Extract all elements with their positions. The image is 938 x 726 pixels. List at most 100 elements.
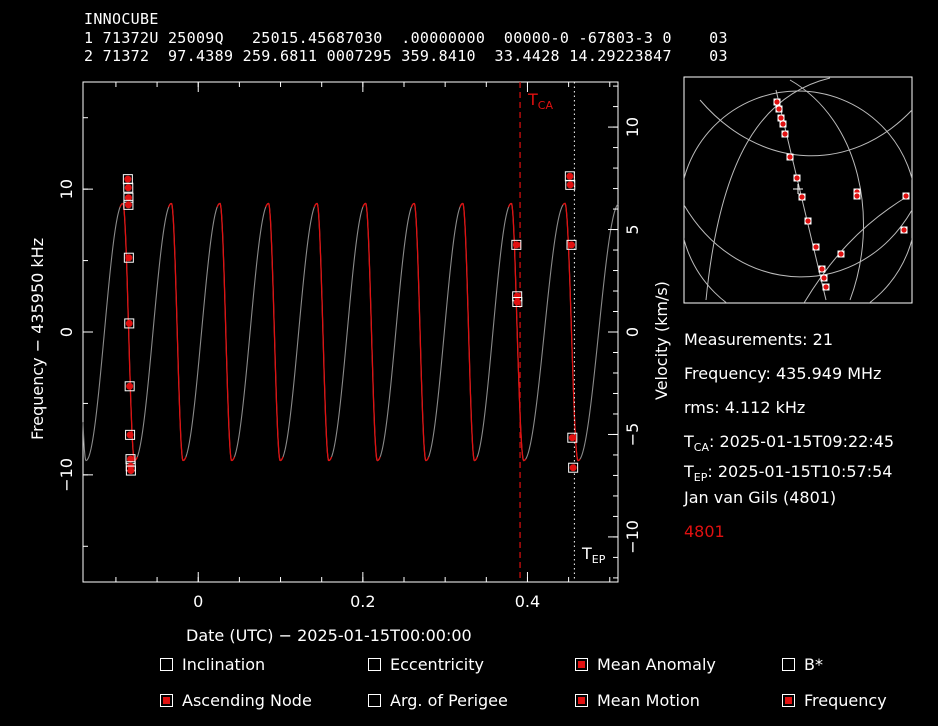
measurement-box-15 <box>565 179 576 190</box>
option-bstar[interactable]: B* <box>782 655 823 674</box>
measurement-box-6 <box>124 381 135 392</box>
y-right-tick-label: −10 <box>623 520 642 554</box>
grid-arc <box>789 79 864 301</box>
sky-point-13 <box>838 251 844 257</box>
pass-fit-segment-3 <box>265 202 284 462</box>
station-id: 4801 <box>684 522 725 541</box>
y-right-tick-label: −5 <box>623 423 642 447</box>
measurement-box-17 <box>567 432 578 443</box>
y-axis-label-frequency: Frequency − 435950 kHz <box>28 237 47 440</box>
checkbox-icon[interactable] <box>160 658 173 671</box>
pass-fit-segment-6 <box>410 202 430 462</box>
measurement-point-8 <box>126 455 134 463</box>
measurement-point-12 <box>513 292 521 300</box>
measurement-box-13 <box>512 297 523 307</box>
pass-fit-segment-7 <box>459 202 478 462</box>
measurement-box-7 <box>125 429 136 440</box>
tle-line-1: 1 71372U 25009Q 25015.45687030 .00000000… <box>84 29 728 47</box>
sky-point-3 <box>780 121 786 127</box>
sky-point-10 <box>819 266 825 272</box>
checkbox-icon[interactable] <box>782 694 795 707</box>
tca-value: TCA: 2025-01-15T09:22:45 <box>684 432 895 455</box>
tep-marker-label: TEP <box>582 544 606 567</box>
y-right-tick-label: 0 <box>623 327 642 337</box>
grid-arc <box>684 204 912 278</box>
measurement-point-18 <box>569 464 577 472</box>
horizon-circle <box>684 90 912 303</box>
observer-name: Jan van Gils (4801) <box>684 488 837 507</box>
sky-point-11 <box>821 275 827 281</box>
sky-point-6 <box>794 175 800 181</box>
measurement-point-16 <box>567 241 575 249</box>
measurement-point-14 <box>566 172 574 180</box>
sky-point-8 <box>805 218 811 224</box>
pass-fit-segment-2 <box>216 202 236 462</box>
tle-line-2: 2 71372 97.4389 259.6811 0007295 359.841… <box>84 47 728 65</box>
option-frequency[interactable]: Frequency <box>782 691 887 710</box>
sky-point-5 <box>787 154 793 160</box>
sky-track-panel <box>683 76 913 304</box>
y-tick-label: 10 <box>57 179 76 199</box>
pass-fit-segment-8 <box>507 202 527 462</box>
rms-value: rms: 4.112 kHz <box>684 398 806 417</box>
checkbox-icon[interactable] <box>575 658 588 671</box>
x-tick-label: 0.4 <box>515 592 540 611</box>
sky-point-9 <box>813 244 819 250</box>
y-axis-label-velocity: Velocity (km/s) <box>652 281 671 400</box>
measurement-box-16 <box>566 239 577 250</box>
sky-point-16 <box>901 227 907 233</box>
sky-point-1 <box>776 106 782 112</box>
measurement-point-10 <box>127 467 135 475</box>
checkbox-icon[interactable] <box>368 694 381 707</box>
option-mean-motion[interactable]: Mean Motion <box>575 691 700 710</box>
option-eccentricity[interactable]: Eccentricity <box>368 655 484 674</box>
y-tick-label: 0 <box>57 327 76 337</box>
measurement-point-17 <box>568 434 576 442</box>
measurement-point-7 <box>126 431 134 439</box>
measurement-box-4 <box>123 252 134 263</box>
tca-marker-label: TCA <box>528 90 553 113</box>
measurement-point-4 <box>125 254 133 262</box>
doppler-model-curve <box>82 202 619 462</box>
y-tick-label: −10 <box>57 458 76 492</box>
pass-fit-segment-5 <box>362 202 381 462</box>
frequency-plot-frame <box>82 81 619 583</box>
y-right-tick-label: 10 <box>623 117 642 137</box>
pass-fit-segment-4 <box>313 202 333 462</box>
x-tick-label: 0 <box>193 592 203 611</box>
ground-track <box>803 195 909 303</box>
measurement-point-3 <box>124 201 132 209</box>
sky-point-17 <box>903 193 909 199</box>
sky-point-4 <box>782 131 788 137</box>
option-inclination[interactable]: Inclination <box>160 655 265 674</box>
measurement-box-3 <box>123 199 134 210</box>
checkbox-icon[interactable] <box>782 658 795 671</box>
sky-point-2 <box>778 115 784 121</box>
measurement-box-1 <box>123 182 134 193</box>
measurement-point-1 <box>124 184 132 192</box>
pass-fit-segment-0 <box>119 202 138 462</box>
measurement-point-11 <box>512 241 520 249</box>
measurements-count: Measurements: 21 <box>684 330 834 349</box>
measurement-point-5 <box>125 319 133 327</box>
y-right-tick-label: 5 <box>623 224 642 234</box>
measurement-point-15 <box>566 181 574 189</box>
checkbox-icon[interactable] <box>160 694 173 707</box>
tep-value: TEP: 2025-01-15T10:57:54 <box>684 462 893 485</box>
checkbox-icon[interactable] <box>368 658 381 671</box>
satellite-name: INNOCUBE <box>84 10 159 28</box>
measurement-point-6 <box>126 382 134 390</box>
option-ascending-node[interactable]: Ascending Node <box>160 691 312 710</box>
x-axis-label-date: Date (UTC) − 2025-01-15T00:00:00 <box>186 626 472 645</box>
measurement-point-0 <box>124 175 132 183</box>
sky-track-grid <box>684 77 912 303</box>
measurement-point-2 <box>124 194 132 202</box>
option-mean-anomaly[interactable]: Mean Anomaly <box>575 655 716 674</box>
grid-arc <box>705 77 831 301</box>
option-arg-of-perigee[interactable]: Arg. of Perigee <box>368 691 508 710</box>
checkbox-icon[interactable] <box>575 694 588 707</box>
measurement-box-18 <box>568 462 579 473</box>
sky-point-15 <box>854 193 860 199</box>
pass-fit-segment-9 <box>562 202 581 462</box>
